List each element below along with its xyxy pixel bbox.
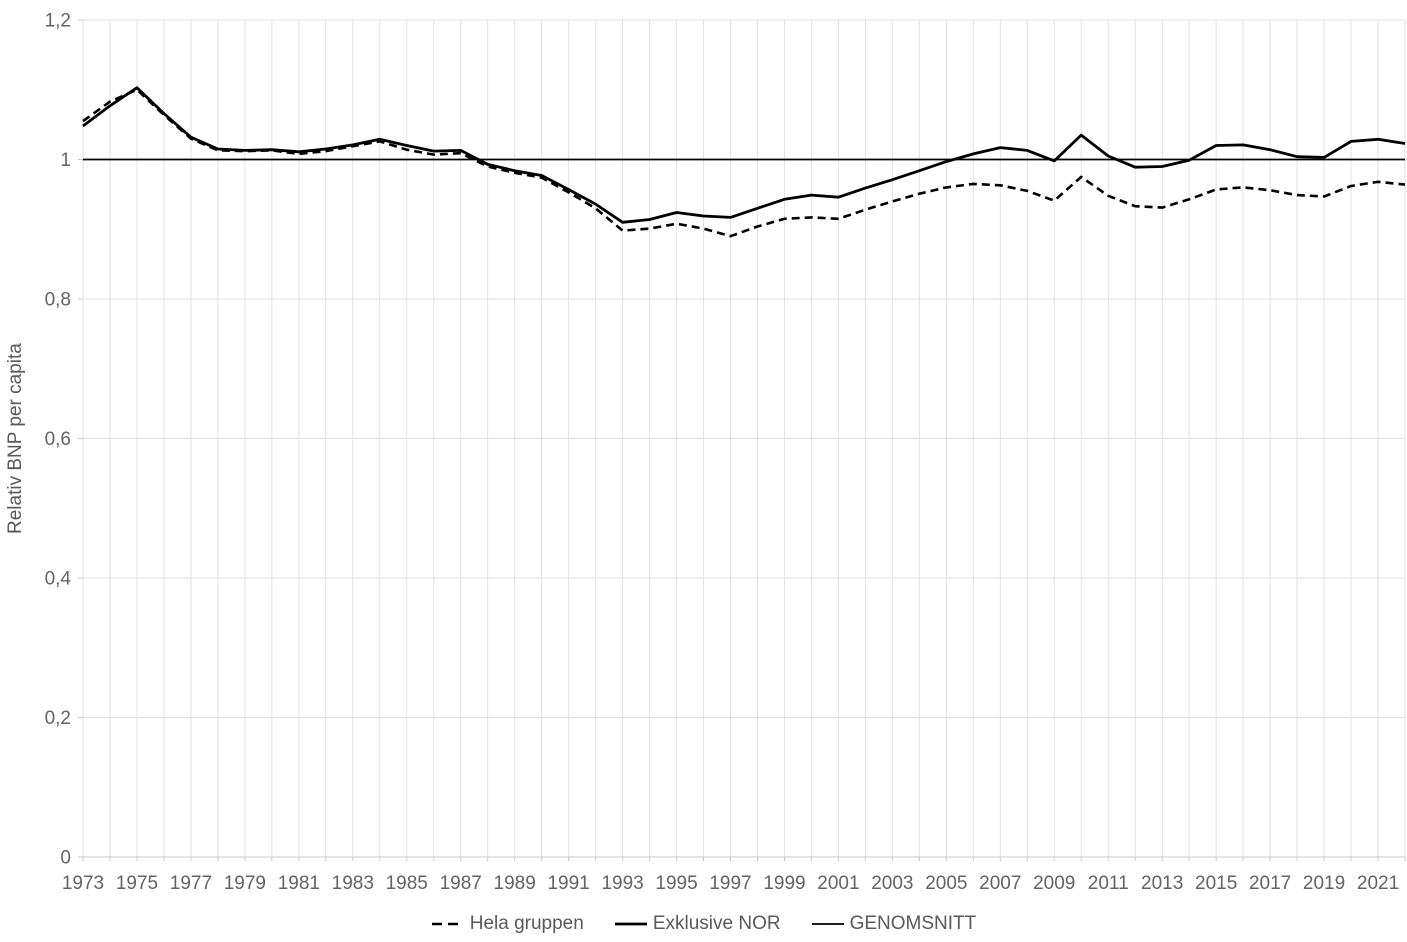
series-line-exklusive-nor (82, 86, 1406, 224)
x-tick-label: 2001 (817, 873, 859, 894)
x-tick-label: 2009 (1033, 873, 1075, 894)
x-tick-label: 1987 (440, 873, 482, 894)
legend-item-hela-gruppen: Hela gruppen (431, 913, 584, 935)
x-tick-label: 2003 (871, 873, 913, 894)
x-tick-label: 1985 (386, 873, 428, 894)
legend-label-genomsnitt: GENOMSNITT (849, 913, 977, 934)
y-tick-label: 0,4 (45, 569, 72, 590)
legend-item-genomsnitt: GENOMSNITT (811, 913, 977, 935)
solid-line-sample (614, 922, 647, 926)
x-tick-label: 2021 (1357, 873, 1399, 894)
x-tick-label: 1981 (278, 873, 320, 894)
y-tick-label: 0,6 (45, 429, 71, 450)
y-tick-label: 1 (60, 150, 71, 171)
legend: Hela gruppen Exklusive NOR GENOMSNITT (0, 908, 1407, 940)
thin-line-sample (811, 923, 844, 925)
x-tick-label: 2011 (1088, 873, 1129, 894)
x-tick-label: 1999 (763, 873, 805, 894)
x-tick-label: 1993 (601, 873, 643, 894)
series-line-hela-gruppen (82, 88, 1406, 238)
x-tick-label: 1997 (709, 873, 751, 894)
x-tick-label: 1979 (224, 873, 266, 894)
y-tick-label: 0,2 (45, 708, 71, 729)
legend-item-exklusive-nor: Exklusive NOR (614, 913, 781, 935)
x-tick-label: 1975 (116, 873, 158, 894)
x-tick-label: 1989 (494, 873, 536, 894)
y-tick-label: 1,2 (45, 11, 71, 32)
y-tick-label: 0,8 (45, 290, 71, 311)
x-tick-label: 2013 (1141, 873, 1183, 894)
x-tick-label: 2017 (1249, 873, 1291, 894)
x-tick-label: 1983 (332, 873, 374, 894)
legend-label-exklusive-nor: Exklusive NOR (652, 913, 781, 934)
x-tick-label: 2007 (979, 873, 1021, 894)
x-tick-label: 2005 (925, 873, 967, 894)
x-tick-label: 2015 (1195, 873, 1237, 894)
x-tick-label: 1977 (170, 873, 212, 894)
x-tick-label: 2019 (1303, 873, 1345, 894)
dashed-line-sample (431, 922, 464, 926)
legend-label-hela-gruppen: Hela gruppen (469, 913, 584, 934)
x-tick-label: 1991 (547, 873, 589, 894)
x-tick-label: 1973 (62, 873, 104, 894)
x-tick-label: 1995 (655, 873, 697, 894)
y-tick-label: 0 (60, 848, 71, 869)
